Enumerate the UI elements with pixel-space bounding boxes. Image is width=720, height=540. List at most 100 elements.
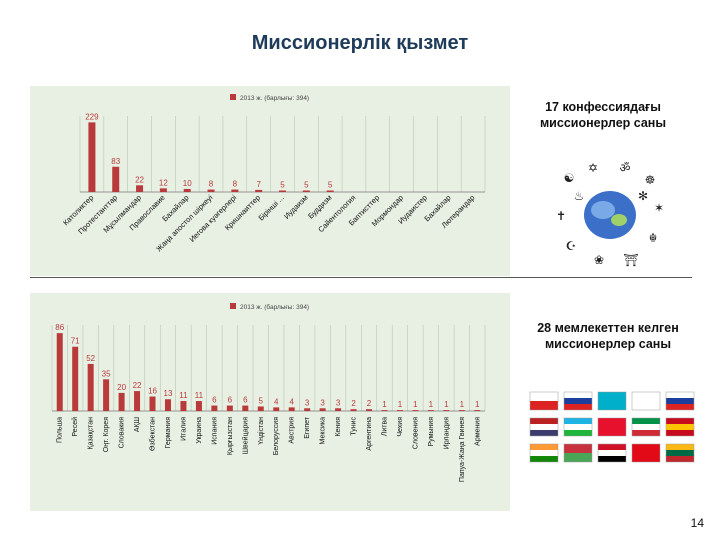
data-label: 13 [164,389,173,398]
category-label: Қазақстан [88,417,95,450]
bar [412,410,419,411]
data-label: 6 [212,396,217,405]
flag-egypt-icon [597,443,627,463]
bar [273,407,280,411]
legend-swatch [230,94,236,100]
bar [381,410,388,411]
category-label: Литва [381,417,388,436]
data-label: 83 [111,157,120,166]
data-label: 5 [280,180,285,189]
page-number: 14 [690,516,704,530]
data-label: 22 [133,381,142,390]
bar [350,409,357,411]
data-label: 86 [55,323,64,332]
data-label: 1 [444,400,449,409]
menorah-icon: ✻ [638,189,648,203]
flag-spain-icon [665,417,695,437]
category-label: Австрия [289,417,296,444]
data-label: 2 [351,399,356,408]
category-label: Армения [474,417,481,446]
bar [164,399,171,411]
cross-icon: ✝ [556,209,566,223]
category-label: АҚШ [134,417,141,432]
lotus-icon: ❀ [594,253,604,267]
data-label: 71 [71,337,80,346]
bar [257,406,264,411]
data-label: 11 [195,391,204,400]
category-label: Украина [196,417,203,444]
data-label: 1 [429,400,434,409]
bar [136,185,144,192]
flame-icon: ♨ [574,189,585,203]
flag-belarus-icon [563,443,593,463]
flag-usa-icon [529,417,559,437]
confessions-chart-svg: 2013 ж. (барлығы: 394)229Католиктер83Про… [61,94,486,253]
country-flags-graphic [529,391,695,463]
bar [443,410,450,411]
data-label: 1 [413,400,418,409]
data-label: 16 [148,387,157,396]
bar [134,391,141,411]
om-icon: ॐ [620,161,631,175]
bar [180,401,187,411]
data-label: 2 [367,399,372,408]
flag-uzbekistan-icon [563,417,593,437]
category-label: Өзбекстан [149,417,157,451]
data-label: 8 [209,180,214,189]
bar [474,410,481,411]
chart-legend: 2013 ж. (барлығы: 394) [230,94,309,102]
category-label: Чехия [397,417,404,437]
category-label: Ирландия [443,417,450,450]
data-label: 5 [259,396,264,405]
data-label: 5 [304,180,309,189]
data-label: 1 [460,400,465,409]
bar [112,166,120,192]
category-label: Италия [180,417,187,441]
confessions-caption: 17 конфессиядағы миссионерлер саны [539,100,667,130]
bar [242,405,249,411]
wheel-icon: ☸ [645,173,656,187]
section-divider [30,277,692,278]
category-label: Аргентина [366,417,373,451]
data-label: 6 [243,396,248,405]
flag-poland-icon [529,391,559,411]
category-label: Польша [57,417,64,443]
data-label: 4 [274,397,279,406]
bar [149,396,156,411]
flag-kazakhstan-icon [597,391,627,411]
category-label: Словакия [119,417,126,449]
flag-south-korea-icon [631,391,661,411]
category-label: Германия [165,417,172,449]
bar [335,408,342,411]
bar [87,363,94,411]
data-label: 1 [475,400,480,409]
category-label: Словения [412,417,419,449]
bar [118,392,125,411]
data-label: 52 [86,354,95,363]
bar [427,410,434,411]
bar [103,379,110,411]
data-label: 20 [117,383,126,392]
countries-chart: 2013 ж. (барлығы: 394) 86 Польша 71 Ресей 52 Қ… [30,293,510,511]
bar [56,333,63,411]
category-label: Египет [304,416,311,439]
data-label: 12 [159,178,168,187]
data-label: 1 [398,400,403,409]
torii-icon: ⛩ [623,253,638,267]
flag-russia-icon [563,391,593,411]
category-label: Румыния [428,417,435,447]
chart-legend: 2013 ж. (барлығы: 394) [230,303,309,311]
bar [211,405,218,411]
bar [231,189,239,192]
data-label: 3 [336,398,341,407]
bar [396,410,403,411]
bar [279,190,286,192]
bar [159,188,167,192]
bar [304,408,311,411]
bar [302,190,310,192]
category-label: Бірінші ... [257,193,286,222]
bar [226,405,233,411]
countries-caption: 28 мемлекеттен келген миссионерлер саны [537,321,679,351]
bar [195,401,202,411]
category-label: Қырғызстан [227,417,234,455]
